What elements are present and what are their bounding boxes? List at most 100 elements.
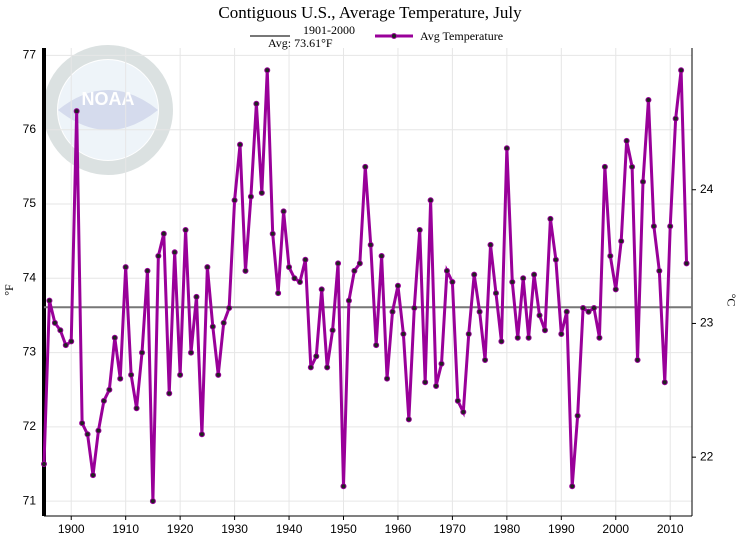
data-point (520, 275, 527, 282)
data-point (394, 282, 401, 289)
data-point (247, 193, 254, 200)
data-point (324, 364, 331, 371)
data-point (193, 293, 200, 300)
data-point (280, 208, 287, 215)
data-point (106, 386, 113, 393)
data-point (471, 271, 478, 278)
data-point (258, 189, 265, 196)
data-point (443, 267, 450, 274)
data-point (291, 275, 298, 282)
data-point (90, 472, 97, 479)
data-point (498, 338, 505, 345)
data-point (601, 163, 608, 170)
data-point (318, 286, 325, 293)
data-point (667, 223, 674, 230)
data-point (160, 230, 167, 237)
x-tick-label: 2000 (602, 522, 629, 536)
data-point (373, 342, 380, 349)
data-point (634, 357, 641, 363)
data-point (509, 279, 516, 285)
data-point (215, 371, 222, 378)
data-point (645, 97, 652, 103)
y-tick-label: 75 (23, 196, 37, 210)
logo-disc (58, 60, 158, 160)
data-point (46, 297, 53, 304)
x-tick-label: 1900 (58, 522, 85, 536)
data-point (514, 334, 521, 341)
data-point (465, 331, 472, 337)
data-point (639, 178, 646, 185)
data-point (57, 327, 64, 334)
data-point (629, 163, 636, 170)
data-point (204, 264, 211, 271)
data-point (683, 260, 690, 267)
y-axis-label: °F (2, 284, 16, 296)
data-point (237, 141, 244, 148)
data-point (367, 241, 374, 248)
data-point (220, 319, 227, 326)
noaa-logo: NOAA (43, 45, 173, 175)
data-point (242, 267, 249, 274)
x-tick-label: 1980 (494, 522, 521, 536)
data-point (95, 427, 102, 434)
legend-marker (391, 33, 397, 39)
data-point (531, 271, 538, 278)
data-point (678, 67, 685, 74)
data-point (84, 431, 91, 438)
chart-title: Contiguous U.S., Average Temperature, Ju… (218, 3, 522, 22)
data-point (405, 416, 412, 423)
data-point (422, 379, 429, 386)
data-point (62, 342, 69, 349)
y-tick-label: 73 (23, 345, 37, 359)
x-tick-label: 1930 (221, 522, 248, 536)
data-point (590, 305, 597, 311)
legend-reference-value: Avg: 73.61°F (268, 36, 333, 50)
y-tick-label: 74 (23, 270, 37, 284)
data-point (345, 297, 352, 304)
data-point (378, 253, 385, 259)
data-point (362, 163, 369, 170)
data-point (541, 327, 548, 334)
data-point (574, 412, 581, 419)
x-tick-label: 1990 (548, 522, 575, 536)
data-point (51, 319, 58, 326)
data-point (580, 305, 587, 311)
logo-bird (58, 90, 158, 130)
data-point (117, 375, 124, 382)
data-point (503, 145, 510, 152)
data-point (269, 230, 276, 237)
data-point (384, 375, 391, 382)
data-point (569, 483, 576, 490)
watermark: NOAA (82, 89, 135, 109)
data-point (313, 353, 320, 360)
legend-label: Avg Temperature (420, 29, 503, 43)
data-point (302, 256, 309, 263)
data-point (427, 197, 434, 204)
data-point (563, 308, 570, 315)
data-point (433, 383, 440, 389)
data-point (296, 279, 303, 285)
data-point (79, 420, 86, 427)
data-point (612, 286, 619, 293)
data-point (335, 260, 342, 267)
data-point (128, 371, 135, 378)
data-point (68, 338, 75, 345)
data-point (547, 215, 554, 222)
data-point (623, 137, 630, 144)
data-point (166, 390, 173, 397)
data-point (449, 279, 456, 285)
x-tick-label: 1950 (330, 522, 357, 536)
data-point (411, 305, 418, 311)
y2-tick-label: 24 (700, 182, 714, 196)
data-point (460, 409, 467, 415)
x-tick-label: 1940 (276, 522, 303, 536)
data-point (558, 331, 565, 337)
data-point (177, 371, 184, 378)
data-point (209, 323, 216, 330)
data-point (416, 227, 423, 233)
data-point (231, 197, 238, 204)
data-point (661, 379, 668, 386)
data-point (155, 253, 162, 259)
y2-tick-label: 23 (700, 316, 714, 330)
